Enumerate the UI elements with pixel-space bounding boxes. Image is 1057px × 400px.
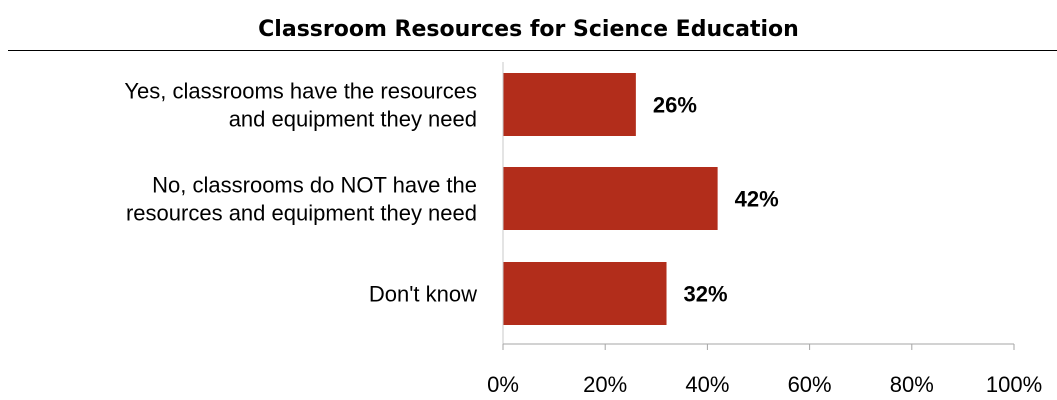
- x-axis: 0% 20% 40% 60% 80% 100%: [487, 62, 1042, 397]
- bar: [503, 73, 636, 136]
- x-tick-label: 60%: [788, 372, 832, 397]
- bar: [503, 167, 718, 230]
- data-label: 26%: [653, 93, 697, 118]
- x-tick-label: 20%: [583, 372, 627, 397]
- data-label: 42%: [735, 187, 779, 212]
- bar: [503, 262, 667, 325]
- category-label: No, classrooms do NOT have the resources …: [126, 173, 477, 226]
- x-tick-label: 80%: [890, 372, 934, 397]
- title-divider: [8, 50, 1057, 51]
- bars-group: [503, 73, 718, 325]
- category-labels-group: Yes, classrooms have the resources and eq…: [124, 79, 477, 307]
- category-label: Yes, classrooms have the resources and eq…: [124, 79, 477, 132]
- x-tick-label: 0%: [487, 372, 519, 397]
- chart-title: Classroom Resources for Science Educatio…: [258, 17, 799, 42]
- data-label: 32%: [684, 282, 728, 307]
- x-tick-label: 100%: [986, 372, 1042, 397]
- x-tick-label: 40%: [685, 372, 729, 397]
- value-labels-group: 26% 42% 32%: [653, 93, 779, 307]
- category-label: Don't know: [369, 282, 477, 307]
